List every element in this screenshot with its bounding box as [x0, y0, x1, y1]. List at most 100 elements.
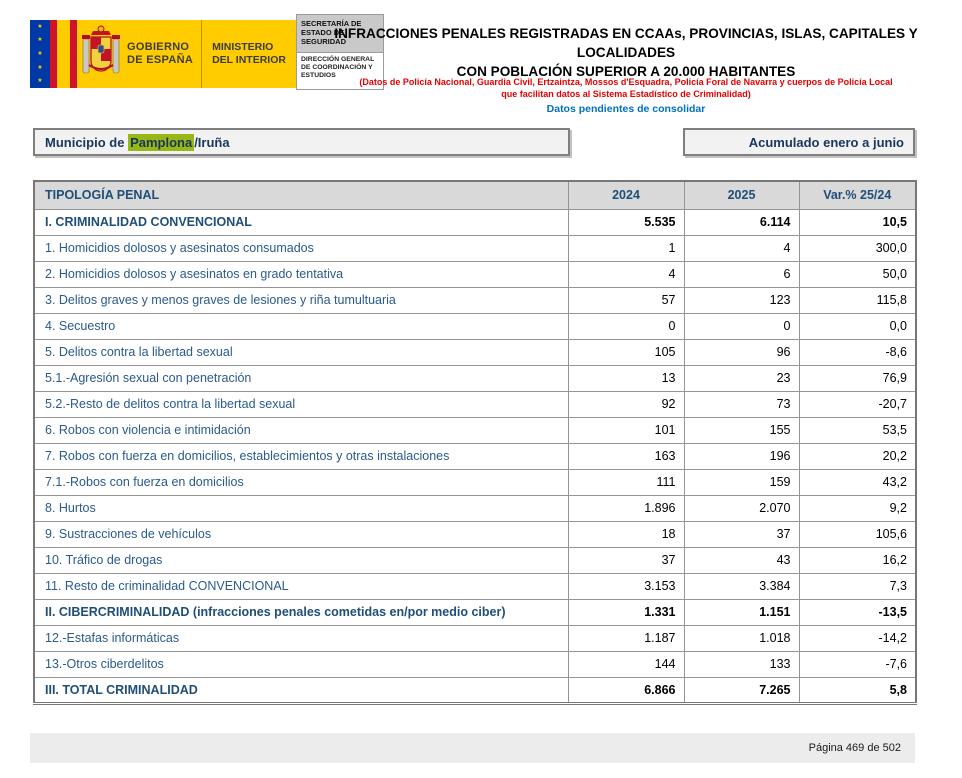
row-label: 5.2.-Resto de delitos contra la libertad…: [33, 390, 569, 418]
row-label: 1. Homicidios dolosos y asesinatos consu…: [33, 234, 569, 262]
value-2025: 155: [683, 416, 800, 444]
value-var: 50,0: [798, 260, 917, 288]
value-2025: 159: [683, 468, 800, 496]
row-label: 13.-Otros ciberdelitos: [33, 650, 569, 678]
value-2024: 101: [567, 416, 685, 444]
row-label: 3. Delitos graves y menos graves de lesi…: [33, 286, 569, 314]
row-label: 8. Hurtos: [33, 494, 569, 522]
value-2025: 37: [683, 520, 800, 548]
gobierno-label: GOBIERNO DE ESPAÑA: [127, 41, 194, 66]
row-label: 7.1.-Robos con fuerza en domicilios: [33, 468, 569, 496]
value-var: 5,8: [798, 676, 917, 704]
period-label: Acumulado enero a junio: [748, 134, 904, 150]
table-row: 11. Resto de criminalidad CONVENCIONAL 3.…: [33, 572, 917, 600]
table-row: 7. Robos con fuerza en domicilios, estab…: [33, 442, 917, 470]
table-row: 5. Delitos contra la libertad sexual 105 9…: [33, 338, 917, 366]
government-logo: ★ ★ ★ ★ ★ GOBIERNO DE ESPAÑA MINISTERIO DEL …: [30, 14, 384, 90]
title-line-1: INFRACCIONES PENALES REGISTRADAS EN CCAA…: [334, 26, 918, 60]
value-2025: 96: [683, 338, 800, 366]
value-2024: 57: [567, 286, 685, 314]
value-2024: 0: [567, 312, 685, 340]
value-2024: 1.331: [567, 598, 685, 626]
page-footer: Página 469 de 502: [30, 733, 915, 763]
table-row: III. TOTAL CRIMINALIDAD 6.866 7.265 5,8: [33, 676, 917, 704]
row-label: 11. Resto de criminalidad CONVENCIONAL: [33, 572, 569, 600]
table-row: 2. Homicidios dolosos y asesinatos en gr…: [33, 260, 917, 288]
row-label: 4. Secuestro: [33, 312, 569, 340]
value-2024: 6.866: [567, 676, 685, 704]
value-var: 16,2: [798, 546, 917, 574]
value-var: -13,5: [798, 598, 917, 626]
row-label: 12.-Estafas informáticas: [33, 624, 569, 652]
value-2025: 6.114: [683, 208, 800, 236]
value-var: 20,2: [798, 442, 917, 470]
col-header-2024: 2024: [567, 180, 685, 210]
pending-consolidation-note: Datos pendientes de consolidar: [546, 103, 706, 115]
spain-flag-red-stripe: [70, 20, 77, 88]
value-var: 10,5: [798, 208, 917, 236]
value-var: 7,3: [798, 572, 917, 600]
table-row: 8. Hurtos 1.896 2.070 9,2: [33, 494, 917, 522]
table-row: 5.1.-Agresión sexual con penetración 13 23…: [33, 364, 917, 392]
value-var: 76,9: [798, 364, 917, 392]
value-2025: 0: [683, 312, 800, 340]
value-var: 105,6: [798, 520, 917, 548]
value-2025: 23: [683, 364, 800, 392]
value-2024: 92: [567, 390, 685, 418]
value-2025: 73: [683, 390, 800, 418]
row-label: 2. Homicidios dolosos y asesinatos en gr…: [33, 260, 569, 288]
row-label: 5. Delitos contra la libertad sexual: [33, 338, 569, 366]
crime-statistics-table: TIPOLOGÍA PENAL 2024 2025 Var.% 25/24 I.…: [33, 180, 917, 705]
row-label: 6. Robos con violencia e intimidación: [33, 416, 569, 444]
value-var: 115,8: [798, 286, 917, 314]
col-header-tipologia: TIPOLOGÍA PENAL: [33, 180, 569, 210]
row-label: 9. Sustracciones de vehículos: [33, 520, 569, 548]
spain-flag-yellow-stripe: [57, 20, 70, 88]
table-row: 3. Delitos graves y menos graves de lesi…: [33, 286, 917, 314]
value-var: -20,7: [798, 390, 917, 418]
ministerio-banner: MINISTERIO DEL INTERIOR: [201, 20, 296, 88]
value-var: 0,0: [798, 312, 917, 340]
ministerio-label: MINISTERIO DEL INTERIOR: [212, 41, 286, 66]
eu-stars-stripe: ★ ★ ★ ★ ★: [30, 20, 50, 88]
table-row: 6. Robos con violencia e intimidación 101…: [33, 416, 917, 444]
municipio-selector[interactable]: Municipio de Pamplona/Iruña: [33, 128, 570, 156]
value-var: -8,6: [798, 338, 917, 366]
table-row: 10. Tráfico de drogas 37 43 16,2: [33, 546, 917, 574]
row-label: I. CRIMINALIDAD CONVENCIONAL: [33, 208, 569, 236]
value-2025: 2.070: [683, 494, 800, 522]
value-2024: 105: [567, 338, 685, 366]
value-2024: 144: [567, 650, 685, 678]
coat-of-arms-icon: [82, 25, 120, 74]
value-2024: 37: [567, 546, 685, 574]
secretaria-label: SECRETARÍA DE ESTADO DE SEGURIDAD: [296, 15, 383, 52]
value-2024: 1: [567, 234, 685, 262]
value-var: -7,6: [798, 650, 917, 678]
secretaria-box: SECRETARÍA DE ESTADO DE SEGURIDAD DIRECC…: [295, 14, 384, 90]
value-2024: 5.535: [567, 208, 685, 236]
value-var: 53,5: [798, 416, 917, 444]
value-var: 9,2: [798, 494, 917, 522]
table-body: I. CRIMINALIDAD CONVENCIONAL 5.535 6.114 10…: [33, 208, 917, 704]
title-line-2: CON POBLACIÓN SUPERIOR A 20.000 HABITANT…: [456, 64, 796, 79]
value-var: 300,0: [798, 234, 917, 262]
value-var: 43,2: [798, 468, 917, 496]
value-2024: 111: [567, 468, 685, 496]
value-2024: 1.896: [567, 494, 685, 522]
table-row: 7.1.-Robos con fuerza en domicilios 111 15…: [33, 468, 917, 496]
table-row: 12.-Estafas informáticas 1.187 1.018 -14,2: [33, 624, 917, 652]
row-label: III. TOTAL CRIMINALIDAD: [33, 676, 569, 704]
period-selector[interactable]: Acumulado enero a junio: [683, 128, 915, 156]
value-2025: 1.151: [683, 598, 800, 626]
value-2024: 13: [567, 364, 685, 392]
municipio-prefix: Municipio de: [45, 134, 129, 150]
row-label: 7. Robos con fuerza en domicilios, estab…: [33, 442, 569, 470]
col-header-var: Var.% 25/24: [798, 180, 917, 210]
table-row: 1. Homicidios dolosos y asesinatos consu…: [33, 234, 917, 262]
value-2025: 123: [683, 286, 800, 314]
row-label: 5.1.-Agresión sexual con penetración: [33, 364, 569, 392]
col-header-2025: 2025: [683, 180, 800, 210]
page-number: Página 469 de 502: [808, 742, 901, 754]
value-2024: 4: [567, 260, 685, 288]
value-2025: 7.265: [683, 676, 800, 704]
